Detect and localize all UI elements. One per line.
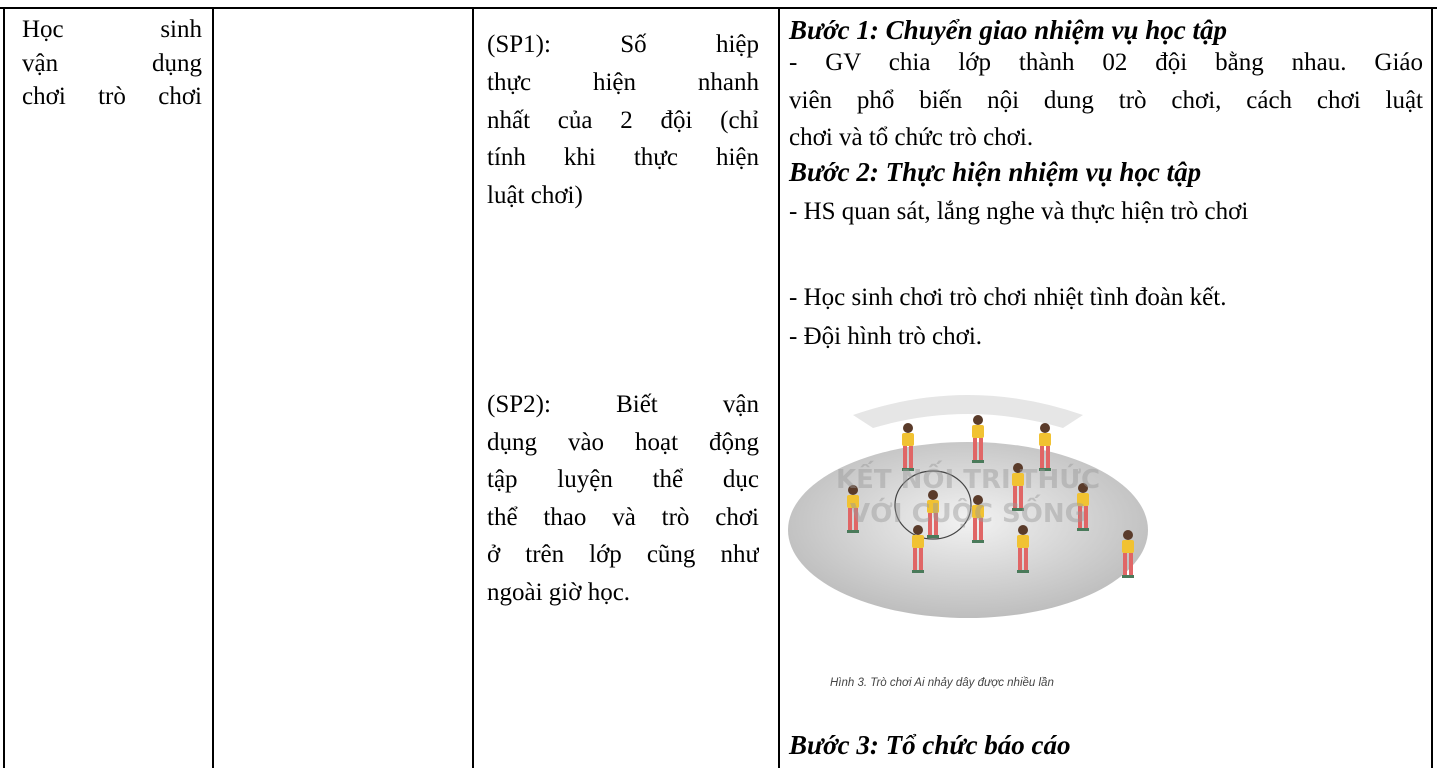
text-line: tập luyện thể dục — [487, 466, 759, 493]
table-border — [1431, 7, 1433, 768]
text-line: (SP2): Biết vận — [487, 391, 759, 418]
text-line: - Đội hình trò chơi. — [789, 323, 983, 350]
text-line: (SP1): Số hiệp — [487, 31, 759, 58]
text-line: ở trên lớp cũng như — [487, 541, 759, 568]
text-line: luật chơi) — [487, 182, 583, 210]
figure-person — [972, 495, 984, 543]
text-line: Học sinh — [22, 16, 202, 43]
text-line: thể thao và trò chơi — [487, 503, 759, 531]
text-line: vận dụng — [22, 49, 202, 77]
text-line: ngoài giờ học. — [487, 578, 631, 606]
table-border — [3, 7, 5, 768]
figure-person — [1017, 525, 1029, 573]
text-line: chơi và tổ chức trò chơi. — [789, 124, 1034, 151]
figure-image: KẾT NỐI TRI THỨC VỚI CUỘC SỐNG Hình 3. T… — [788, 395, 1148, 689]
figure-person — [1122, 530, 1134, 578]
watermark: KẾT NỐI TRI THỨC — [836, 459, 1100, 495]
figure-caption: Hình 3. Trò chơi Ai nhảy dây được nhiều … — [830, 677, 1054, 689]
watermark: VỚI CUỘC SỐNG — [850, 493, 1086, 529]
text-line: tính khi thực hiện — [487, 144, 759, 172]
text-line: nhất của 2 đội (chỉ — [487, 106, 759, 134]
figure-person — [1012, 463, 1024, 511]
text-line: viên phổ biến nội dung trò chơi, cách ch… — [789, 86, 1423, 114]
figure-person — [927, 490, 939, 538]
text-line: chơi trò chơi — [22, 83, 202, 110]
table-border — [0, 7, 1437, 9]
figure-person — [1039, 423, 1051, 471]
text-line: dụng vào hoạt động — [487, 428, 759, 456]
table-border — [212, 7, 214, 768]
step-heading: Bước 2: Thực hiện nhiệm vụ học tập — [789, 157, 1202, 187]
table-border — [778, 7, 780, 768]
step-heading: Bước 3: Tổ chức báo cáo — [789, 730, 1071, 760]
table-border — [472, 7, 474, 768]
figure-person — [912, 525, 924, 573]
text-line: - GV chia lớp thành 02 đội bằng nhau. Gi… — [789, 49, 1423, 76]
figure-person — [972, 415, 984, 463]
text-line: - Học sinh chơi trò chơi nhiệt tình đoàn… — [789, 284, 1227, 311]
text-line: thực hiện nhanh — [487, 68, 759, 96]
figure-person — [847, 485, 859, 533]
figure-person — [1077, 483, 1089, 531]
text-line: - HS quan sát, lắng nghe và thực hiện tr… — [789, 198, 1249, 225]
step-heading: Bước 1: Chuyển giao nhiệm vụ học tập — [789, 15, 1227, 45]
figure-person — [902, 423, 914, 471]
